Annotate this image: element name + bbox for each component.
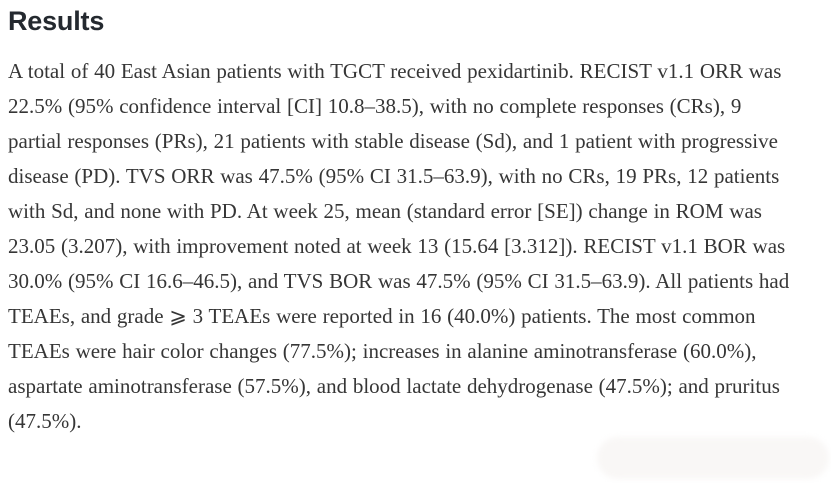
results-paragraph: A total of 40 East Asian patients with T… xyxy=(8,59,790,433)
results-section: Results A total of 40 East Asian patient… xyxy=(8,4,800,439)
highlight-artifact xyxy=(597,437,829,479)
section-heading: Results xyxy=(8,6,105,36)
